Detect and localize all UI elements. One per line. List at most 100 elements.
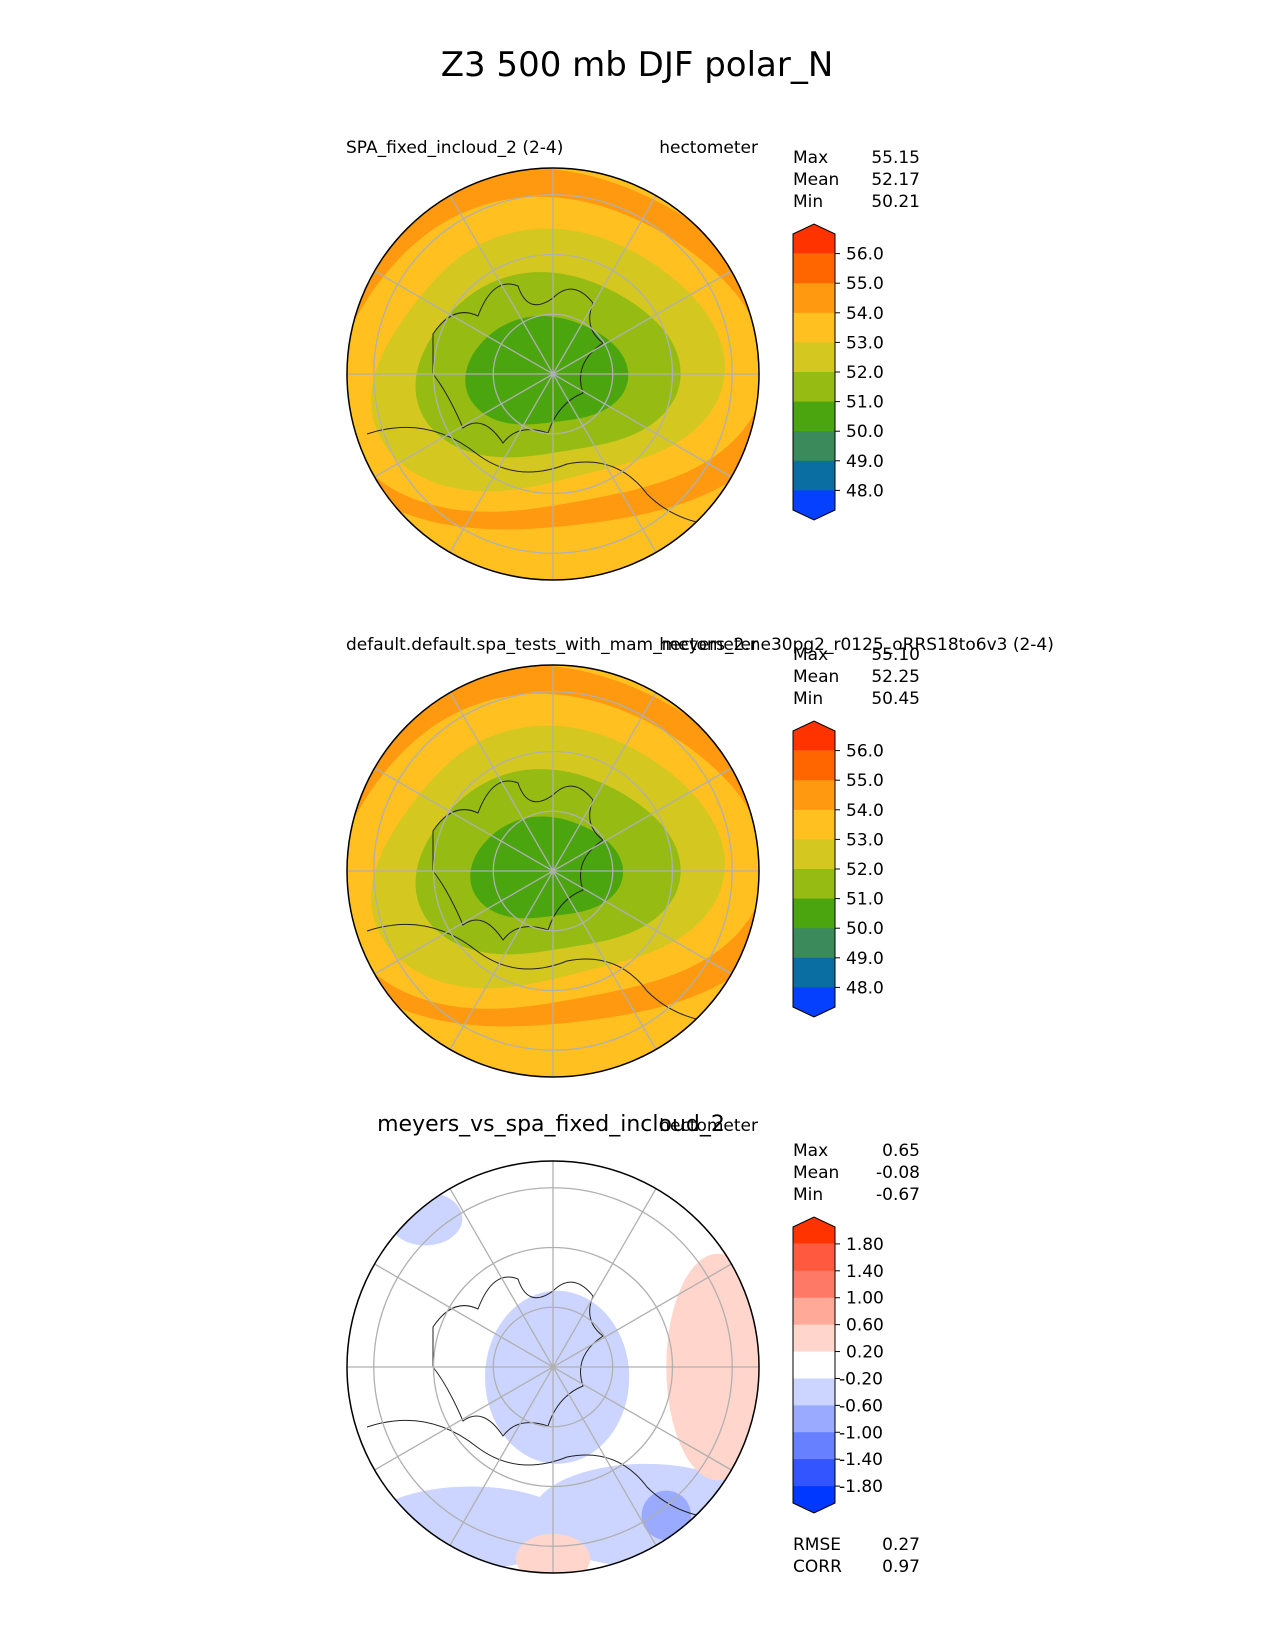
colorbar-segment [793, 1405, 835, 1433]
colorbar-segment [793, 283, 835, 314]
colorbar-segment [793, 780, 835, 811]
colorbar-tick-label: -0.20 [839, 1369, 883, 1389]
colorbar-segment [793, 1297, 835, 1326]
colorbar-tick-label: -1.40 [839, 1450, 883, 1470]
colorbar-tick-label: 51.0 [846, 890, 884, 910]
colorbar-tick-label: 52.0 [846, 363, 884, 383]
colorbar: 56.0 55.0 54.0 53.0 52.0 51.0 50.0 49.0 48.0 [792, 223, 884, 521]
colorbar-segment [793, 1324, 835, 1353]
colorbar-segment [793, 372, 835, 403]
graticule [347, 168, 759, 580]
coastline [432, 780, 604, 941]
stat-value: 55.10 [871, 645, 920, 665]
colorbar-tick-label: -0.60 [839, 1396, 883, 1416]
colorbar-tick-label: 1.40 [846, 1262, 884, 1282]
colorbar-segment [793, 1351, 835, 1379]
meridian-line [374, 1263, 732, 1471]
metric-value: 0.27 [882, 1535, 920, 1555]
colorbar-extend-max [793, 224, 835, 254]
colorbar-extend-min [793, 490, 835, 520]
colorbar-tick-label: 1.80 [846, 1235, 884, 1255]
map-panel-reference: default.default.spa_tests_with_mam_meyer… [346, 635, 1054, 1078]
map-panel-test: SPA_fixed_incloud_2 (2-4) hectometer Max 55… [346, 138, 920, 581]
colorbar-tick-label: 49.0 [846, 949, 884, 969]
colorbar-tick-label: 53.0 [846, 830, 884, 850]
colorbar-segment [793, 401, 835, 432]
anomaly-negative [485, 1290, 630, 1464]
colorbar-segment [793, 957, 835, 988]
figure-title: Z3 500 mb DJF polar_N [441, 45, 834, 85]
stat-label: Mean [793, 1163, 839, 1183]
colorbar-segment [793, 253, 835, 284]
colorbar-segment [793, 431, 835, 462]
panel-title: SPA_fixed_incloud_2 (2-4) [346, 138, 563, 158]
colorbar-segment [793, 1243, 835, 1272]
units-label: hectometer [659, 1116, 758, 1136]
colorbar-tick-label: 56.0 [846, 245, 884, 265]
colorbar-tick-label: 52.0 [846, 860, 884, 880]
coastline [432, 1276, 604, 1437]
colorbar-tick-label: 55.0 [846, 274, 884, 294]
stat-value: -0.08 [876, 1163, 920, 1183]
stat-label: Min [793, 1185, 823, 1205]
colorbar-tick-label: 55.0 [846, 771, 884, 791]
map-field [347, 665, 759, 1077]
colorbar-extend-min [793, 987, 835, 1017]
map-border [346, 167, 760, 581]
stat-value: 50.45 [871, 689, 920, 709]
panel-title: default.default.spa_tests_with_mam_meyer… [346, 635, 1054, 655]
coastline [366, 923, 758, 1024]
units-label: hectometer [659, 138, 758, 158]
colorbar-segment [793, 839, 835, 870]
colorbar-segment [793, 928, 835, 959]
colorbar-tick-label: 1.00 [846, 1289, 884, 1309]
stat-label: Min [793, 689, 823, 709]
colorbar-tick-label: 48.0 [846, 978, 884, 998]
colorbar-tick-label: -1.00 [839, 1423, 883, 1443]
colorbar-segment [793, 342, 835, 373]
coastline [432, 283, 604, 444]
colorbar-segment [793, 869, 835, 900]
stat-label: Max [793, 1141, 828, 1161]
panel-title: meyers_vs_spa_fixed_incloud_2 [377, 1112, 725, 1137]
map-border [346, 664, 760, 1078]
coastline [366, 1419, 758, 1520]
colorbar-tick-label: -1.80 [839, 1477, 883, 1497]
stat-value: 55.15 [871, 148, 920, 168]
meridian-line [374, 767, 732, 975]
stat-value: 0.65 [882, 1141, 920, 1161]
colorbar-segment [793, 1378, 835, 1406]
units-label: hectometer [659, 635, 758, 655]
stat-value: 50.21 [871, 192, 920, 212]
colorbar-extend-max [793, 1217, 835, 1244]
colorbar-tick-label: 51.0 [846, 393, 884, 413]
colorbar-extend-min [793, 1486, 835, 1513]
map-border [346, 1160, 760, 1574]
stat-label: Max [793, 645, 828, 665]
map-field [347, 1161, 759, 1573]
colorbar-segment [793, 312, 835, 343]
colorbar-segment [793, 1270, 835, 1299]
colorbar-segment [793, 809, 835, 840]
graticule [347, 665, 759, 1077]
metric-label: CORR [793, 1557, 842, 1577]
colorbar-extend-max [793, 721, 835, 751]
colorbar: 1.80 1.40 1.00 0.60 0.20 -0.20 -0.60 -1.00 -1.40… [792, 1216, 884, 1514]
metric-label: RMSE [793, 1535, 841, 1555]
colorbar-tick-label: 0.60 [846, 1316, 884, 1336]
colorbar-tick-label: 50.0 [846, 422, 884, 442]
colorbar-segment [793, 1432, 835, 1460]
colorbar-tick-label: 56.0 [846, 742, 884, 762]
stat-label: Mean [793, 170, 839, 190]
stat-value: 52.25 [871, 667, 920, 687]
colorbar: 56.0 55.0 54.0 53.0 52.0 51.0 50.0 49.0 48.0 [792, 720, 884, 1018]
colorbar-tick-label: 53.0 [846, 333, 884, 353]
colorbar-outline [792, 1216, 836, 1514]
coastline [366, 426, 758, 527]
stat-label: Max [793, 148, 828, 168]
metric-value: 0.97 [882, 1557, 920, 1577]
colorbar-tick-label: 54.0 [846, 304, 884, 324]
anomaly-negative [388, 1191, 463, 1246]
